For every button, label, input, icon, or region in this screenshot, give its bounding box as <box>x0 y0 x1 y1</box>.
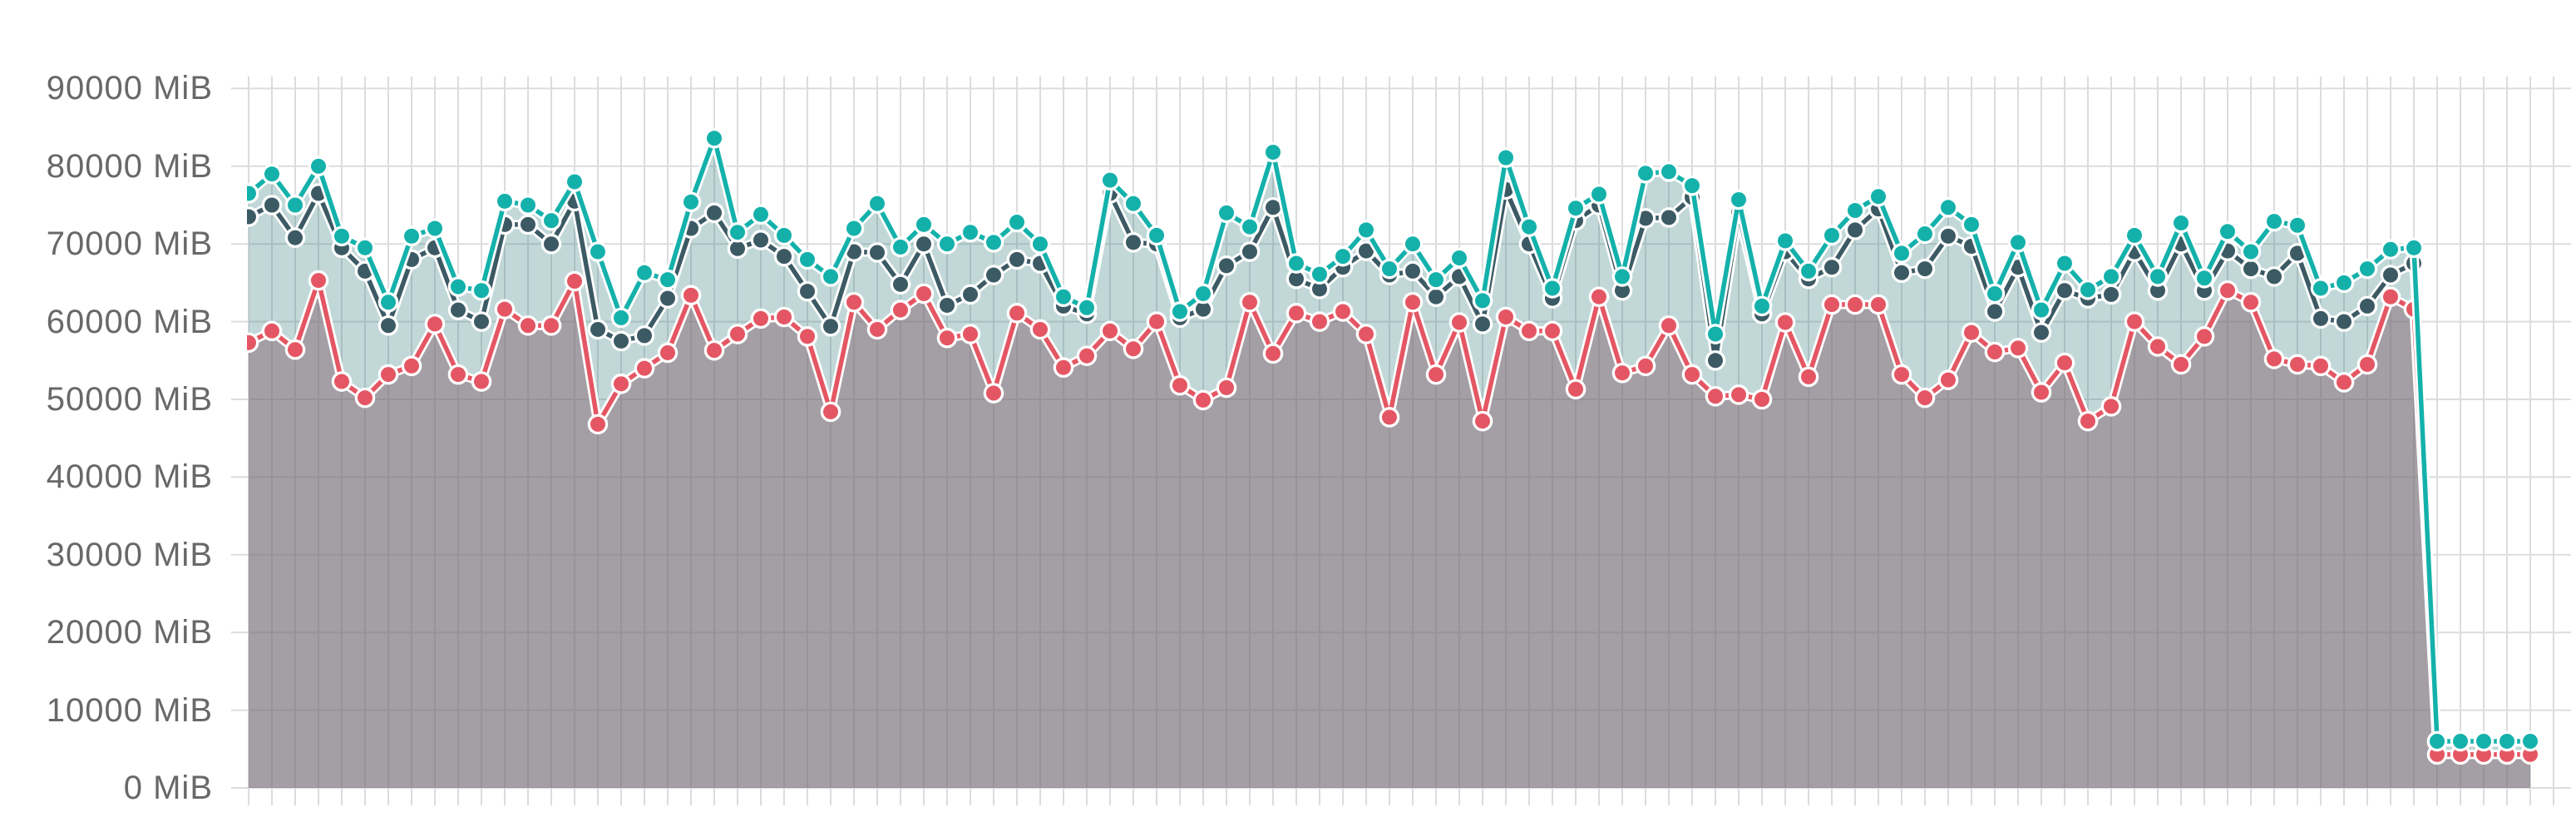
red-series-points <box>247 270 2541 765</box>
y-axis-label: 30000 MiB <box>46 536 213 573</box>
teal-series-points <box>247 127 2541 752</box>
teal-band-fill <box>249 138 2530 755</box>
plot-area[interactable] <box>249 77 2569 805</box>
y-axis: 90000 MiB 80000 MiB 70000 MiB 60000 MiB 5000… <box>0 0 213 822</box>
y-axis-label: 40000 MiB <box>46 458 213 496</box>
y-axis-label: 10000 MiB <box>46 691 213 729</box>
y-axis-label: 60000 MiB <box>46 303 213 340</box>
y-axis-label: 0 MiB <box>123 770 213 806</box>
series-layer <box>247 127 2541 788</box>
gray-area-fill <box>249 280 2530 788</box>
y-axis-label: 50000 MiB <box>46 381 213 418</box>
y-axis-label: 20000 MiB <box>46 614 213 651</box>
y-axis-label: 80000 MiB <box>46 147 213 185</box>
y-axis-label: 90000 MiB <box>46 70 213 107</box>
y-axis-label: 70000 MiB <box>46 225 213 263</box>
